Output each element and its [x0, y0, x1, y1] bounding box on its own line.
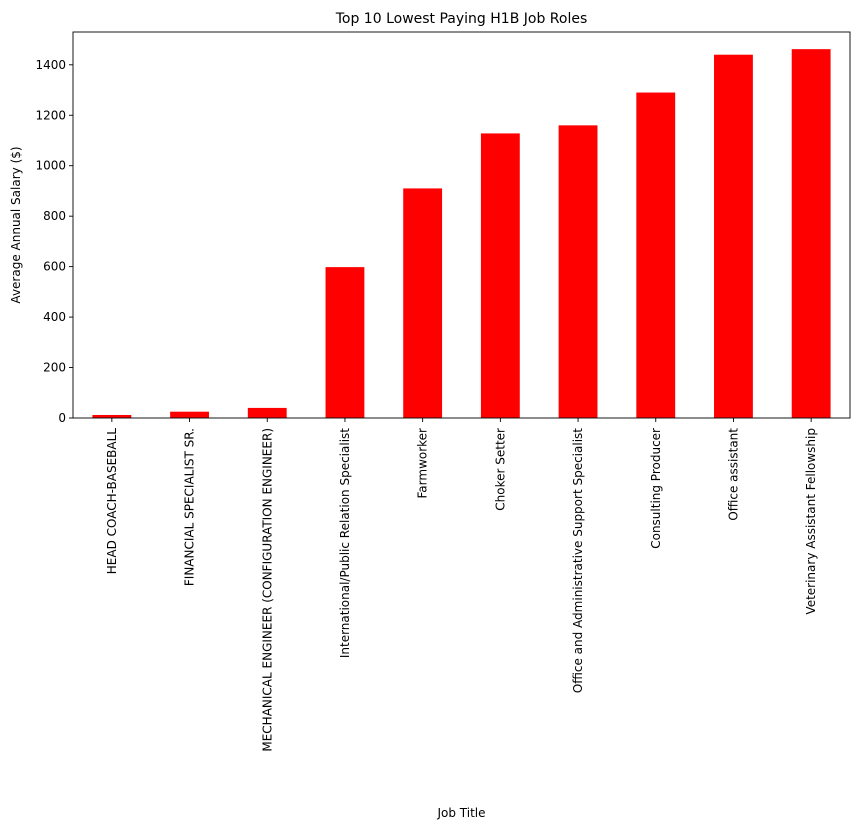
bar-10: [791, 49, 831, 419]
plot-frame: [72, 31, 851, 419]
bar-9: [714, 54, 753, 419]
x-tick-label: Office and Administrative Support Specia…: [571, 428, 585, 693]
x-tick-label: Consulting Producer: [649, 428, 663, 549]
x-tick-label: International/Public Relation Specialist: [338, 428, 352, 658]
x-tick-label: Office assistant: [726, 428, 740, 521]
y-tick-label: 200: [43, 361, 66, 375]
plot-area: 0 200 400 600 800 1000 1200 1400 HEAD COACH-BASE…: [35, 31, 851, 752]
bar-3: [247, 407, 287, 418]
y-tick-label: 400: [43, 310, 66, 324]
y-tick-label: 1200: [35, 108, 66, 122]
x-axis-label: Job Title: [436, 806, 485, 820]
bar-2: [170, 411, 209, 418]
bar-5: [403, 188, 443, 418]
y-tick-label: 1400: [35, 58, 66, 72]
x-tick-label: Choker Setter: [493, 428, 507, 511]
x-tick-label: Farmworker: [416, 428, 430, 499]
bar-1: [92, 414, 132, 418]
x-tick-label: FINANCIAL SPECIALIST SR.: [183, 428, 197, 586]
chart-title: Top 10 Lowest Paying H1B Job Roles: [335, 11, 588, 27]
bar-8: [636, 92, 676, 419]
y-tick-label: 800: [43, 209, 66, 223]
bar-7: [558, 125, 598, 418]
x-tick-label: Veterinary Assistant Fellowship: [804, 428, 818, 615]
x-tick-label: MECHANICAL ENGINEER (CONFIGURATION ENGIN…: [260, 428, 274, 752]
y-tick-label: 1000: [35, 159, 66, 173]
bar-4: [325, 267, 365, 418]
y-tick-label: 0: [58, 411, 66, 425]
y-axis-label: Average Annual Salary ($): [9, 146, 23, 303]
y-tick-label: 600: [43, 260, 66, 274]
x-tick-label: HEAD COACH-BASEBALL: [105, 428, 119, 575]
bar-6: [480, 133, 520, 418]
